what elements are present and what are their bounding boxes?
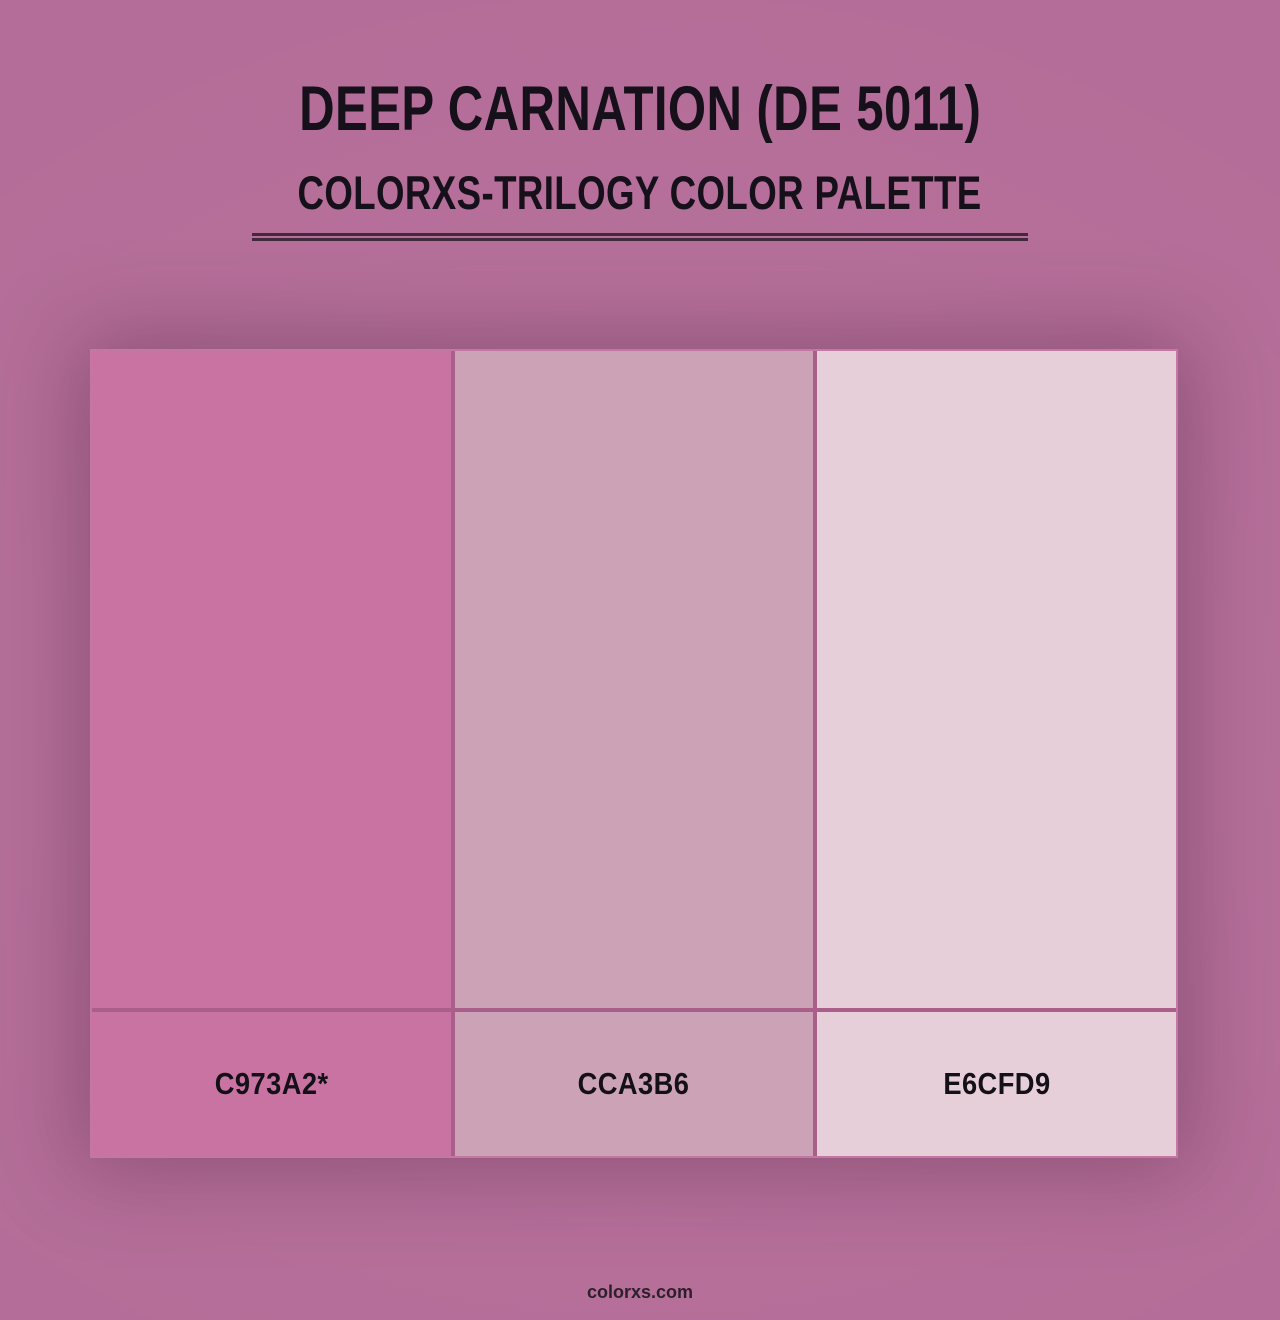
swatch-color-3 [817,351,1176,1008]
page-title-text: DEEP CARNATION (DE 5011) [298,74,982,144]
header: DEEP CARNATION (DE 5011) COLORXS-TRILOGY… [0,0,1280,241]
footer-watermark: colorxs.com [586,1282,694,1302]
divider-line-top [252,233,1028,236]
page-subtitle-text: COLORXS-TRILOGY COLOR PALETTE [297,166,983,219]
divider-line-bottom [252,238,1028,241]
palette-grid: C973A2* CCA3B6 E6CFD9 [90,349,1178,1158]
page-subtitle: COLORXS-TRILOGY COLOR PALETTE [0,169,1280,216]
swatch-hex-label-3: E6CFD9 [943,1066,1051,1101]
swatch-hex-label-2: CCA3B6 [578,1066,690,1101]
swatch-label-cell-1: C973A2* [92,1012,451,1156]
page-title: DEEP CARNATION (DE 5011) [0,78,1280,141]
swatch-label-cell-2: CCA3B6 [454,1012,814,1156]
swatch-color-1 [92,351,451,1008]
swatch-label-cell-3: E6CFD9 [817,1012,1176,1156]
swatch-hex-label-1: C973A2* [214,1066,329,1101]
swatch-color-2 [454,351,814,1008]
header-divider [252,233,1028,241]
